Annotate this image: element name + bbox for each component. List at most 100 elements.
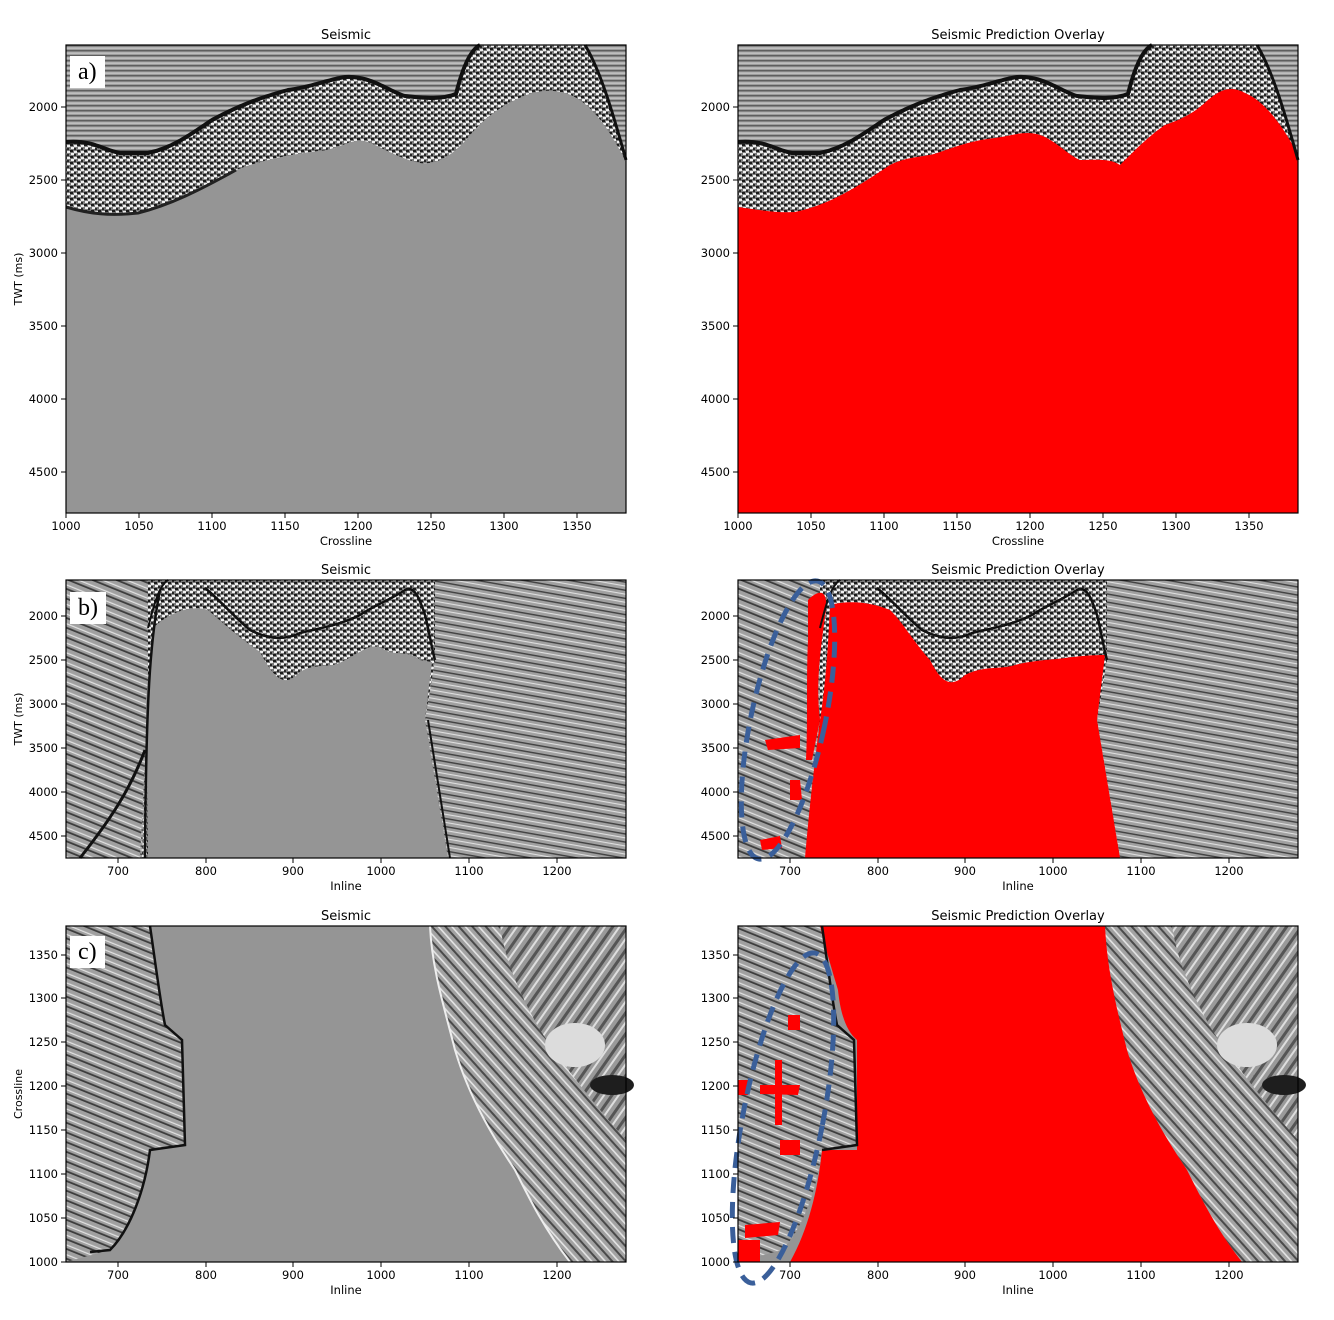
row0-right-xtick-label: 1100 <box>869 519 898 533</box>
row2-left-ytick-label: 1350 <box>29 948 58 962</box>
row0-right-ytick-label: 2500 <box>701 173 730 187</box>
row0-right-xtick-label: 1050 <box>796 519 825 533</box>
row0-left-ylabel: TWT (ms) <box>12 253 25 307</box>
panel-letter-c: c) <box>70 936 105 968</box>
row1-right-ytick-label: 2500 <box>701 653 730 667</box>
row0-left-xtick-label: 1200 <box>343 519 372 533</box>
row2-right-ytick-label: 1350 <box>701 948 730 962</box>
row0-right-ytick-label: 3500 <box>701 319 730 333</box>
row2-left-xtick-label: 1000 <box>366 1268 395 1282</box>
row1-right-xtick-label: 1100 <box>1126 864 1155 878</box>
row0-left-xtick-label: 1350 <box>562 519 591 533</box>
row0-left-xtick-label: 1000 <box>51 519 80 533</box>
row2-right-ytick-label: 1250 <box>701 1035 730 1049</box>
row0-left-frame <box>65 44 627 514</box>
row1-right-xtick-label: 1200 <box>1214 864 1243 878</box>
row0-left-ytick-label: 3000 <box>29 246 58 260</box>
row1-left-xlabel: Inline <box>330 879 361 893</box>
row0-right-frame <box>737 44 1299 514</box>
row1-right-ytick-label: 2000 <box>701 609 730 623</box>
row2-left-xlabel: Inline <box>330 1283 361 1297</box>
row2-left-ytick-label: 1250 <box>29 1035 58 1049</box>
row1-left-ytick-label: 4500 <box>29 829 58 843</box>
row1-right-ytick-label: 4000 <box>701 785 730 799</box>
row0-left-xtick-label: 1150 <box>270 519 299 533</box>
row1-left-xtick-label: 900 <box>282 864 304 878</box>
row1-right-xtick-label: 900 <box>954 864 976 878</box>
row2-left-xtick-label: 800 <box>195 1268 217 1282</box>
row2-left-title: Seismic <box>321 909 371 924</box>
row0-right-xtick-label: 1350 <box>1234 519 1263 533</box>
row0-right-xtick-label: 1250 <box>1088 519 1117 533</box>
row1-left-xtick-label: 1200 <box>542 864 571 878</box>
row2-right-xtick-label: 800 <box>867 1268 889 1282</box>
row2-left-frame <box>65 925 627 1263</box>
row1-left-ytick-label: 3500 <box>29 741 58 755</box>
row1-left-frame <box>65 579 627 859</box>
row2-right-ytick-label: 1150 <box>701 1123 730 1137</box>
row0-right-xlabel: Crossline <box>992 534 1044 548</box>
row1-right-ytick-label: 3000 <box>701 697 730 711</box>
row0-right-ytick-label: 3000 <box>701 246 730 260</box>
row2-right-frame <box>737 925 1299 1263</box>
row2-left-ytick-label: 1200 <box>29 1079 58 1093</box>
row2-left-ytick-label: 1100 <box>29 1167 58 1181</box>
row1-left-ytick-label: 4000 <box>29 785 58 799</box>
row2-right-ytick-label: 1300 <box>701 991 730 1005</box>
row1-left-ytick-label: 2000 <box>29 609 58 623</box>
row2-left-xtick-label: 1100 <box>454 1268 483 1282</box>
row0-left-xtick-label: 1250 <box>416 519 445 533</box>
row1-left-xtick-label: 1000 <box>366 864 395 878</box>
row1-right-ytick-label: 4500 <box>701 829 730 843</box>
row2-left-xtick-label: 900 <box>282 1268 304 1282</box>
row2-left-ytick-label: 1050 <box>29 1211 58 1225</box>
row2-left-xtick-label: 1200 <box>542 1268 571 1282</box>
row1-left-xtick-label: 800 <box>195 864 217 878</box>
row0-left-xtick-label: 1100 <box>197 519 226 533</box>
row0-left-xtick-label: 1050 <box>124 519 153 533</box>
row1-right-title: Seismic Prediction Overlay <box>931 563 1105 578</box>
panel-letter-b: b) <box>70 592 106 624</box>
row0-left-ytick-label: 2000 <box>29 100 58 114</box>
panel-b-seismic <box>66 579 626 859</box>
row2-left-xtick-label: 700 <box>107 1268 129 1282</box>
row1-left-title: Seismic <box>321 563 371 578</box>
panel-c-overlay <box>729 925 1306 1286</box>
row2-right-title: Seismic Prediction Overlay <box>931 909 1105 924</box>
row0-right-ytick-label: 4000 <box>701 392 730 406</box>
row0-right-title: Seismic Prediction Overlay <box>931 28 1105 43</box>
row1-right-xtick-label: 800 <box>867 864 889 878</box>
row0-left-xtick-label: 1300 <box>489 519 518 533</box>
axes-layer: Seismic 1000 1050 1100 1150 1200 1250 1300 1350 C… <box>12 28 1299 1297</box>
row2-right-xtick-label: 700 <box>779 1268 801 1282</box>
panel-letter-a: a) <box>70 56 105 88</box>
row0-right-xtick-label: 1200 <box>1015 519 1044 533</box>
row0-left-ytick-label: 2500 <box>29 173 58 187</box>
row1-right-xlabel: Inline <box>1002 879 1033 893</box>
row0-right-ytick-label: 2000 <box>701 100 730 114</box>
row1-left-xtick-label: 700 <box>107 864 129 878</box>
panel-a-seismic <box>65 43 628 514</box>
row0-left-ytick-label: 4000 <box>29 392 58 406</box>
row0-right-xtick-label: 1300 <box>1161 519 1190 533</box>
row2-right-xtick-label: 1000 <box>1038 1268 1067 1282</box>
row0-left-ytick-label: 4500 <box>29 465 58 479</box>
row1-left-ylabel: TWT (ms) <box>12 693 25 747</box>
row2-right-xlabel: Inline <box>1002 1283 1033 1297</box>
row2-right-ytick-label: 1050 <box>701 1211 730 1225</box>
row2-right-xtick-label: 900 <box>954 1268 976 1282</box>
panel-c-seismic <box>66 925 634 1263</box>
row2-right-ytick-label: 1000 <box>701 1255 730 1269</box>
row2-right-xtick-label: 1100 <box>1126 1268 1155 1282</box>
panel-b-overlay <box>738 578 1298 862</box>
row1-right-xtick-label: 700 <box>779 864 801 878</box>
row2-right-xtick-label: 1200 <box>1214 1268 1243 1282</box>
row1-left-ytick-label: 2500 <box>29 653 58 667</box>
row0-right-xtick-label: 1000 <box>723 519 752 533</box>
row1-right-xtick-label: 1000 <box>1038 864 1067 878</box>
panel-a-overlay <box>737 43 1300 513</box>
row1-left-xtick-label: 1100 <box>454 864 483 878</box>
row0-left-ytick-label: 3500 <box>29 319 58 333</box>
row2-left-ytick-label: 1000 <box>29 1255 58 1269</box>
